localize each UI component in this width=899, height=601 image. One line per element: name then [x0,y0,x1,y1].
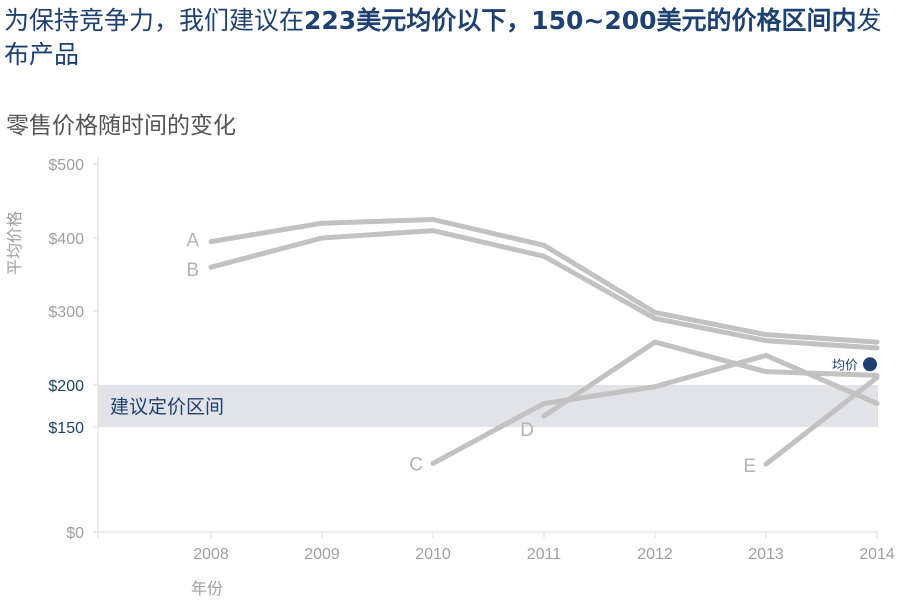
y-tick-label: $500 [48,157,84,174]
x-tick-label: 2010 [415,546,451,563]
y-tick-label: $0 [66,525,84,542]
series-label-a: A [186,231,199,252]
series-label-b: B [186,260,199,281]
x-tick-label: 2008 [193,546,229,563]
headline-part-3: 发布产品 [4,6,882,69]
series-label-d: D [520,420,534,441]
x-tick-label: 2009 [304,546,340,563]
x-tick-label: 2014 [859,546,895,563]
y-tick-label: $150 [48,420,84,437]
series-label-c: C [409,454,423,475]
chart-title: 零售价格随时间的变化 [6,113,236,139]
series-line-a [208,217,880,345]
x-tick-label: 2013 [748,546,784,563]
y-axis-label: 平均价格 [5,211,24,275]
y-tick-label: $200 [48,378,84,395]
average-price-label: 均价 [832,358,858,373]
series-line-b [208,228,880,351]
headline-emphasis: 223美元均价以下，150~200美元的价格区间内 [304,6,857,35]
y-tick-label: $300 [48,304,84,321]
x-axis-label: 年份 [191,579,223,598]
y-tick-label: $400 [48,231,84,248]
headline: 为保持竞争力，我们建议在223美元均价以下，150~200美元的价格区间内发布产… [4,4,894,72]
x-tick-label: 2011 [527,546,562,563]
series-line-e [763,375,880,467]
recommended-band-label: 建议定价区间 [110,396,224,418]
recommended-price-band [98,385,878,427]
x-tick-label: 2012 [637,546,673,563]
headline-part-1: 为保持竞争力，我们建议在 [4,6,305,35]
average-price-marker [863,357,877,372]
series-line-d [541,339,880,419]
series-label-e: E [743,456,756,477]
